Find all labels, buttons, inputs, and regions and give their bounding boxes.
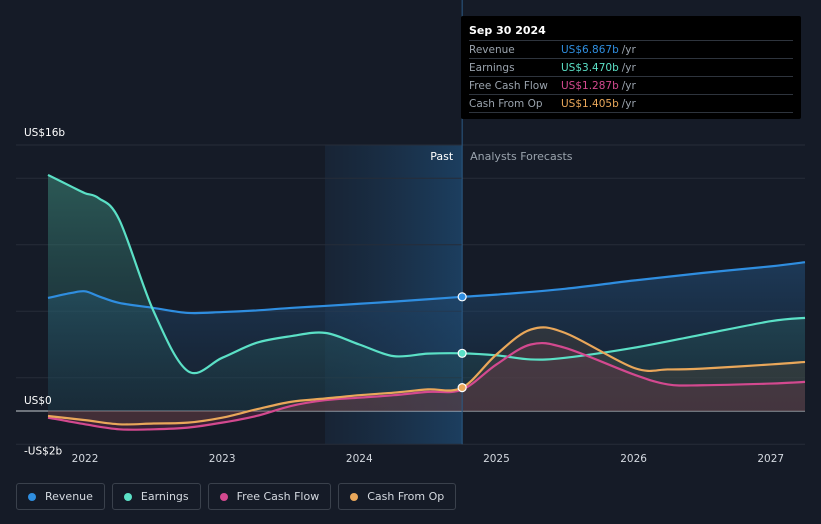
x-tick-label: 2026	[620, 453, 647, 465]
tooltip: Sep 30 2024 Revenue US$6.867b /yr Earnin…	[461, 16, 801, 119]
cash-from-op-marker	[457, 383, 467, 393]
legend-item-earnings[interactable]: Earnings	[111, 483, 201, 510]
legend-item-cash-from-op[interactable]: Cash From Op	[338, 483, 457, 510]
revenue-line	[47, 261, 806, 315]
y-tick-label: US$0	[24, 395, 52, 407]
x-tick-label: 2027	[757, 453, 784, 465]
tooltip-row-revenue: Revenue US$6.867b /yr	[469, 40, 793, 58]
tooltip-value: US$1.405b	[561, 97, 619, 110]
tooltip-row-cash-from-op: Cash From Op US$1.405b /yr	[469, 94, 793, 113]
tooltip-date: Sep 30 2024	[469, 24, 546, 37]
tooltip-value: US$6.867b	[561, 43, 619, 56]
earnings-dot-icon	[123, 492, 132, 501]
x-tick-label: 2023	[209, 453, 236, 465]
x-tick-label: 2025	[483, 453, 510, 465]
tooltip-label: Cash From Op	[469, 97, 543, 110]
x-axis-labels: 2022 2023 2024 2025 2026 2027	[72, 453, 784, 465]
free-cash-flow-area	[48, 343, 805, 430]
legend: Revenue Earnings Free Cash Flow Cash Fro…	[16, 483, 457, 510]
legend-label: Revenue	[45, 490, 93, 503]
cash-from-op-line	[47, 326, 806, 426]
revenue-marker	[457, 292, 467, 302]
tooltip-unit: /yr	[621, 79, 636, 92]
tooltip-unit: /yr	[621, 61, 636, 74]
legend-item-free-cash-flow[interactable]: Free Cash Flow	[207, 483, 332, 510]
forecast-label: Analysts Forecasts	[470, 150, 573, 163]
tooltip-label: Revenue	[469, 43, 515, 56]
x-tick-label: 2022	[72, 453, 99, 465]
tooltip-row-earnings: Earnings US$3.470b /yr	[469, 58, 793, 76]
chart-area: Past Analysts Forecasts US$16b US$0 -US$2b…	[16, 0, 806, 465]
series-markers	[457, 292, 467, 393]
earnings-line	[47, 173, 806, 375]
cash-from-op-area	[48, 327, 805, 425]
legend-label: Earnings	[140, 490, 189, 503]
tooltip-label: Free Cash Flow	[469, 79, 548, 92]
x-tick-label: 2024	[346, 453, 373, 465]
free-cash-flow-dot-icon	[219, 492, 228, 501]
tooltip-unit: /yr	[621, 43, 636, 56]
tooltip-value: US$1.287b	[561, 79, 619, 92]
y-axis-labels: US$16b US$0 -US$2b	[24, 127, 65, 457]
free-cash-flow-line	[47, 341, 806, 431]
tooltip-value: US$3.470b	[561, 61, 619, 74]
y-tick-label: US$16b	[24, 127, 65, 139]
legend-item-revenue[interactable]: Revenue	[16, 483, 105, 510]
tooltip-row-free-cash-flow: Free Cash Flow US$1.287b /yr	[469, 76, 793, 94]
legend-label: Free Cash Flow	[236, 490, 320, 503]
past-label: Past	[430, 150, 454, 163]
legend-label: Cash From Op	[367, 490, 445, 503]
tooltip-label: Earnings	[469, 61, 515, 74]
y-tick-label: -US$2b	[24, 445, 63, 457]
series-lines	[47, 173, 806, 431]
tooltip-unit: /yr	[621, 97, 636, 110]
revenue-dot-icon	[28, 492, 36, 501]
cash-from-op-dot-icon	[350, 492, 359, 501]
earnings-marker	[457, 348, 467, 358]
